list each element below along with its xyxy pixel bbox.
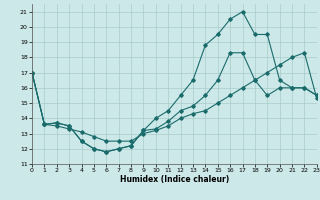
X-axis label: Humidex (Indice chaleur): Humidex (Indice chaleur) (120, 175, 229, 184)
